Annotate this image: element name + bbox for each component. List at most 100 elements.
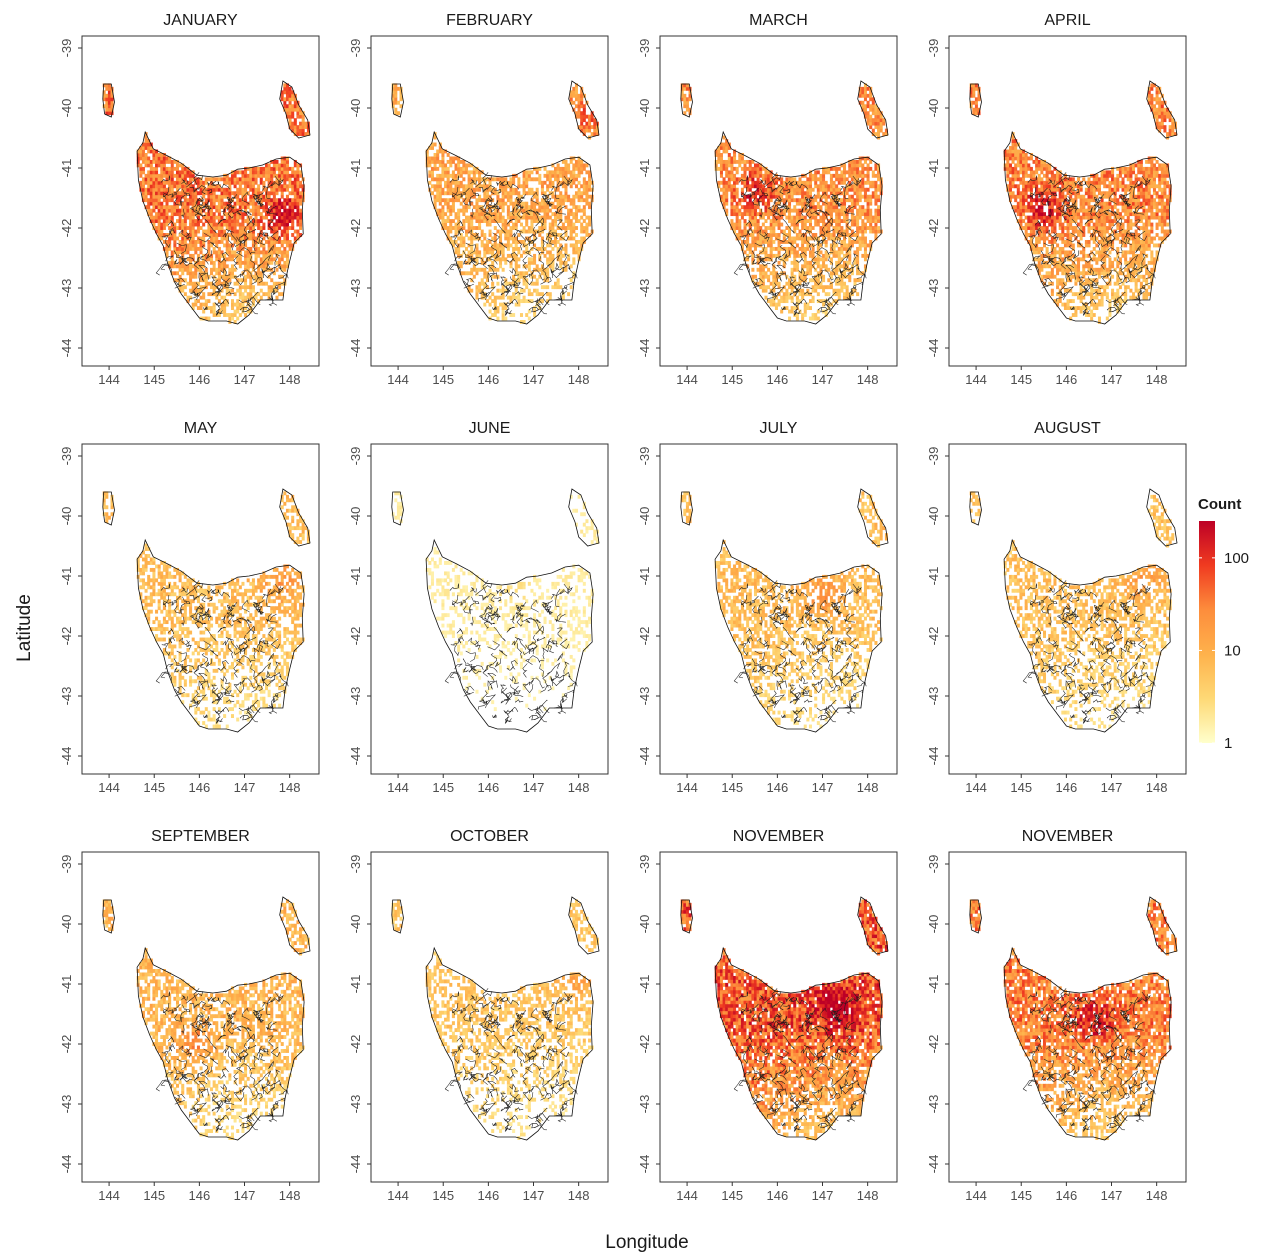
heat-cell [472,194,476,199]
heat-cell [772,215,776,220]
heat-cell [822,274,826,279]
heat-cell [517,177,521,182]
heat-cell [210,208,214,213]
heat-cell [152,219,156,223]
heat-cell [181,208,185,213]
heat-cell [228,191,232,196]
heat-cell [824,233,828,237]
heat-cell [856,267,860,272]
heat-cell [430,156,434,161]
heat-cell [506,212,510,217]
heat-cell [262,253,266,258]
heat-cell [683,97,687,102]
heat-cell [244,288,248,293]
contour-line [510,207,515,216]
heat-cell [283,222,287,227]
heat-cell [288,212,292,217]
heat-cell [519,299,523,304]
heat-cell [548,173,552,178]
heat-cell [238,295,242,300]
heat-cell [798,208,802,213]
heat-cell [808,180,812,185]
heat-cell [462,271,466,276]
contour-line [263,271,275,279]
heat-cell [173,229,177,234]
heat-cell [564,243,568,248]
heat-cell [430,184,434,189]
heat-cell [761,194,765,199]
heat-cell [790,271,794,276]
heat-cell [751,233,755,237]
heat-cell [569,201,573,206]
heat-cell [538,219,542,223]
heat-cell [285,222,289,227]
heat-cell [296,184,300,189]
heat-cell [863,212,867,217]
heat-cell [814,219,818,223]
heat-cell [444,219,448,223]
heat-cell [725,194,729,199]
heat-cell [764,180,768,185]
heat-cell [257,198,261,203]
heat-cell [788,219,792,223]
heat-cell [141,187,145,192]
heat-cell [462,159,466,164]
heat-cell [822,184,826,189]
heat-cell [837,288,841,293]
heat-cell [588,128,592,133]
heat-cell [719,180,723,185]
heat-cell [238,278,242,283]
heat-cell [196,240,200,244]
heat-cell [738,159,742,164]
heat-cell [189,177,193,182]
heat-cell [863,166,867,171]
heat-cell [527,292,531,297]
heat-cell [225,281,229,286]
heat-cell [399,97,403,102]
heat-cell [454,226,458,230]
heat-cell [254,177,258,182]
heat-cell [858,163,862,168]
heat-cell [223,222,227,227]
heat-cell [496,250,500,255]
contour-line [530,191,539,205]
heat-cell [225,201,229,206]
heat-cell [777,246,781,251]
heat-cell [199,187,203,192]
heat-cell [433,184,437,189]
heat-cell [793,187,797,192]
heat-cell [152,222,156,227]
heat-cell [748,219,752,223]
contour-line [236,250,244,257]
heat-cell [509,187,513,192]
heat-cell [285,170,289,175]
heat-cell [785,274,789,279]
heat-cell [790,240,794,244]
heat-cell [215,205,219,210]
heat-cell [845,229,849,234]
heat-cell [559,236,563,241]
heat-cell [475,205,479,210]
heat-cell [577,104,581,109]
heat-cell [280,177,284,182]
heat-cell [808,173,812,178]
heat-cell [144,139,148,143]
heat-cell [535,219,539,223]
contour-line [531,269,545,281]
heat-cell [743,205,747,210]
heat-cell [199,236,203,241]
heat-cell [149,166,153,171]
heat-cell [527,288,531,293]
heat-cell [249,198,253,203]
heat-cell [278,205,282,210]
heat-cell [806,260,810,265]
heat-cell [241,170,245,175]
heat-cell [519,320,523,324]
heat-cell [814,257,818,262]
heat-cell [774,236,778,241]
heat-cell [152,194,156,199]
heat-cell [141,184,145,189]
heat-cell [272,201,276,206]
heat-cell [824,253,828,258]
heat-cell [764,274,768,279]
